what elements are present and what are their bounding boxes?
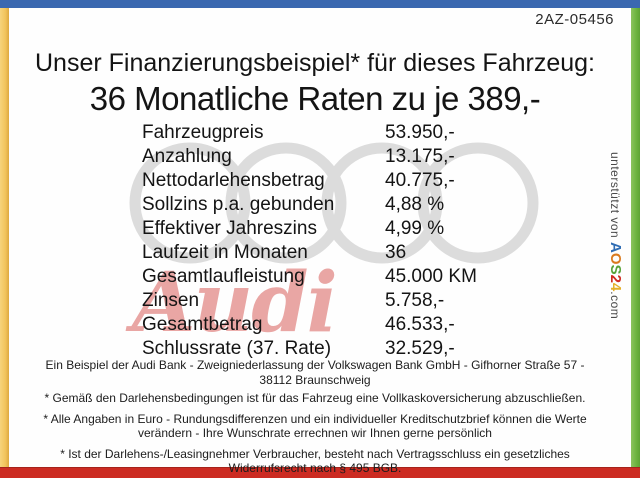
table-row: Nettodarlehensbetrag 40.775,- xyxy=(142,169,477,192)
row-label: Gesamtlaufleistung xyxy=(142,266,305,287)
footer-line-insurance: * Gemäß den Darlehensbedingungen ist für… xyxy=(44,391,586,405)
header: Unser Finanzierungsbeispiel* für dieses … xyxy=(14,48,616,118)
supported-by-vertical-text: unterstützt von AOS24.com xyxy=(607,152,624,319)
row-label: Laufzeit in Monaten xyxy=(142,242,308,263)
row-label: Anzahlung xyxy=(142,146,232,167)
row-value: 40.775,- xyxy=(385,170,455,191)
row-value: 4,99 % xyxy=(385,218,445,239)
aos24-logo: AOS24 xyxy=(607,242,624,292)
row-value: 32.529,- xyxy=(385,338,455,359)
row-label: Gesamtbetrag xyxy=(142,314,263,335)
document-code: 2AZ-05456 xyxy=(535,11,614,28)
row-label: Nettodarlehensbetrag xyxy=(142,170,325,191)
footer-disclaimers: Ein Beispiel der Audi Bank - Zweignieder… xyxy=(34,358,596,478)
page-subtitle: 36 Monatliche Raten zu je 389,- xyxy=(89,80,541,117)
table-row: Sollzins p.a. gebunden 4,88 % xyxy=(142,193,477,216)
table-row: Gesamtlaufleistung 45.000 KM xyxy=(142,265,477,288)
table-row: Schlussrate (37. Rate) 32.529,- xyxy=(142,337,477,360)
footer-line-withdrawal: * Ist der Darlehens-/Leasingnehmer Verbr… xyxy=(60,446,570,476)
table-row: Anzahlung 13.175,- xyxy=(142,145,477,168)
page-title: Unser Finanzierungsbeispiel* für dieses … xyxy=(34,49,595,77)
footer-line-euro: * Alle Angaben in Euro - Rundungsdiffere… xyxy=(43,411,587,441)
table-row: Gesamtbetrag 46.533,- xyxy=(142,313,477,336)
row-label: Sollzins p.a. gebunden xyxy=(142,194,335,215)
table-row: Fahrzeugpreis 53.950,- xyxy=(142,121,477,144)
row-value: 46.533,- xyxy=(385,314,455,335)
frame-top-bar xyxy=(0,0,640,8)
row-value: 4,88 % xyxy=(385,194,445,215)
table-row: Laufzeit in Monaten 36 xyxy=(142,241,477,264)
row-label: Effektiver Jahreszins xyxy=(142,218,317,239)
frame-right-stripe xyxy=(631,8,640,468)
row-value: 45.000 KM xyxy=(385,266,477,287)
audi-wordmark-watermark: Audi xyxy=(132,255,338,351)
frame-bottom-bar xyxy=(0,467,640,478)
row-value: 5.758,- xyxy=(385,290,445,311)
table-row: Zinsen 5.758,- xyxy=(142,289,477,312)
row-label: Fahrzeugpreis xyxy=(142,122,264,143)
footer-line-bank: Ein Beispiel der Audi Bank - Zweignieder… xyxy=(45,358,585,387)
row-value: 13.175,- xyxy=(385,146,455,167)
supported-by-prefix: unterstützt von xyxy=(608,152,622,243)
supported-by-suffix: .com xyxy=(608,291,622,320)
frame-left-stripe xyxy=(0,8,9,468)
row-value: 36 xyxy=(385,242,407,263)
row-label: Schlussrate (37. Rate) xyxy=(142,338,332,359)
row-label: Zinsen xyxy=(142,290,200,311)
row-value: 53.950,- xyxy=(385,122,455,143)
finance-table: Fahrzeugpreis 53.950,- Anzahlung 13.175,… xyxy=(142,121,477,361)
table-row: Effektiver Jahreszins 4,99 % xyxy=(142,217,477,240)
